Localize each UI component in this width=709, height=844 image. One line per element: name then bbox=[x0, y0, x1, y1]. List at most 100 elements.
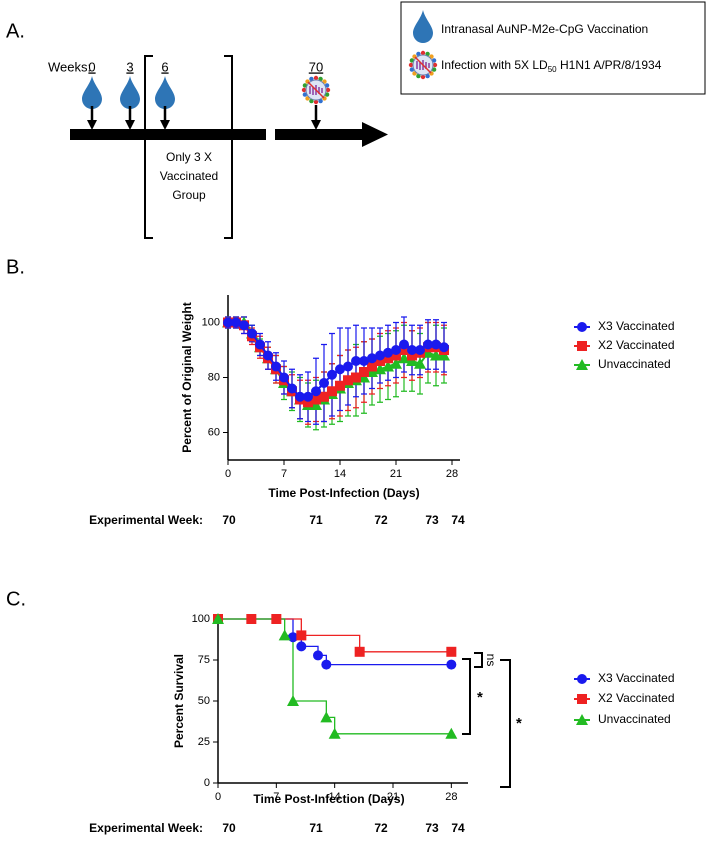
marker bbox=[278, 629, 291, 641]
virus-spike bbox=[409, 67, 415, 72]
panel-label: C. bbox=[6, 588, 26, 610]
week-axis-label: 74 bbox=[451, 821, 465, 835]
marker bbox=[375, 350, 385, 361]
marker bbox=[391, 345, 401, 355]
virus-cross bbox=[307, 81, 325, 99]
marker bbox=[576, 714, 588, 725]
key-box bbox=[400, 1, 706, 95]
y-axis-title: Percent Survival bbox=[172, 654, 186, 748]
marker bbox=[383, 347, 393, 358]
week-axis-label: 71 bbox=[309, 513, 323, 527]
virus-spike bbox=[313, 75, 319, 81]
virus-spike bbox=[309, 98, 314, 104]
marker bbox=[335, 364, 345, 375]
x-axis-title: Time Post-Infection (Days) bbox=[253, 792, 404, 806]
marker bbox=[311, 386, 321, 397]
week-axis-label: 71 bbox=[309, 821, 323, 835]
virus-spike bbox=[425, 51, 430, 57]
week-axis-label: 72 bbox=[374, 821, 388, 835]
marker bbox=[577, 341, 587, 351]
virus-spike bbox=[431, 67, 437, 72]
marker bbox=[343, 361, 353, 372]
timeline-arrowhead bbox=[362, 122, 388, 147]
marker bbox=[296, 630, 307, 641]
week-axis-label: 70 bbox=[222, 513, 236, 527]
marker bbox=[430, 349, 442, 361]
timeline-bar bbox=[70, 129, 266, 140]
virus-spike bbox=[302, 83, 308, 88]
marker bbox=[390, 357, 402, 369]
virus-spike bbox=[302, 92, 308, 97]
marker bbox=[577, 322, 587, 332]
marker bbox=[335, 380, 345, 391]
marker bbox=[423, 339, 433, 350]
marker bbox=[313, 650, 323, 661]
key-subscript: 50 bbox=[548, 65, 557, 74]
marker bbox=[328, 727, 341, 739]
group-label: Vaccinated bbox=[160, 169, 218, 183]
marker bbox=[367, 361, 377, 372]
group-label: Group bbox=[172, 188, 206, 202]
drop-icon bbox=[413, 10, 433, 43]
y-axis-title: Percent of Original Weight bbox=[180, 302, 194, 452]
virus-spike bbox=[301, 87, 307, 93]
sig-bracket bbox=[462, 658, 471, 735]
marker bbox=[414, 357, 426, 369]
y-tick-label: 100 bbox=[192, 613, 210, 625]
week-label: 3 bbox=[126, 59, 133, 74]
timeline-bar bbox=[275, 129, 363, 140]
legend-label: Unvaccinated bbox=[598, 357, 671, 371]
marker bbox=[391, 350, 401, 361]
virus-spike bbox=[416, 73, 421, 79]
virus-spike bbox=[318, 98, 323, 104]
virus-spike bbox=[324, 92, 330, 97]
marker bbox=[296, 641, 307, 652]
marker bbox=[431, 339, 441, 350]
legend-label: X3 Vaccinated bbox=[598, 671, 675, 685]
virus-spike bbox=[325, 87, 331, 93]
week-label: 70 bbox=[309, 59, 323, 74]
legend-label: Unvaccinated bbox=[598, 712, 671, 726]
marker bbox=[263, 350, 273, 361]
marker bbox=[287, 383, 297, 394]
sig-bracket bbox=[474, 652, 483, 668]
marker bbox=[407, 345, 417, 355]
virus-spike bbox=[420, 50, 426, 56]
marker bbox=[239, 320, 249, 331]
marker bbox=[246, 614, 257, 624]
virus-spike bbox=[432, 62, 438, 68]
virus-spike bbox=[318, 76, 323, 82]
virus-spike bbox=[416, 51, 421, 57]
marker bbox=[351, 372, 361, 383]
drop-icon bbox=[82, 76, 102, 109]
x-tick-label: 14 bbox=[329, 791, 341, 803]
sig-label: ns bbox=[484, 654, 498, 667]
y-tick-label: 50 bbox=[198, 695, 210, 707]
marker bbox=[577, 674, 587, 684]
sig-label: * bbox=[516, 715, 522, 732]
marker bbox=[445, 727, 458, 739]
panel-label: B. bbox=[6, 256, 25, 278]
marker bbox=[288, 632, 298, 643]
bracket bbox=[224, 55, 233, 239]
sig-bracket bbox=[500, 659, 511, 788]
marker bbox=[279, 372, 289, 383]
x-tick-label: 14 bbox=[334, 468, 346, 480]
legend-label: X2 Vaccinated bbox=[598, 338, 675, 352]
y-tick-label: 80 bbox=[208, 371, 220, 383]
virus-spike bbox=[324, 83, 330, 88]
weeks-label: Weeks: bbox=[48, 59, 91, 74]
marker bbox=[295, 391, 305, 402]
marker bbox=[247, 328, 257, 339]
marker bbox=[287, 695, 299, 706]
marker bbox=[303, 397, 313, 408]
marker bbox=[327, 386, 337, 397]
virus-cross bbox=[414, 56, 432, 74]
virus-spike bbox=[431, 58, 437, 63]
marker bbox=[446, 646, 457, 657]
virus-spike bbox=[420, 74, 426, 80]
key-vaccination: Intranasal AuNP-M2e-CpG Vaccination bbox=[441, 22, 648, 36]
marker bbox=[407, 350, 417, 361]
x-tick-label: 7 bbox=[281, 468, 287, 480]
